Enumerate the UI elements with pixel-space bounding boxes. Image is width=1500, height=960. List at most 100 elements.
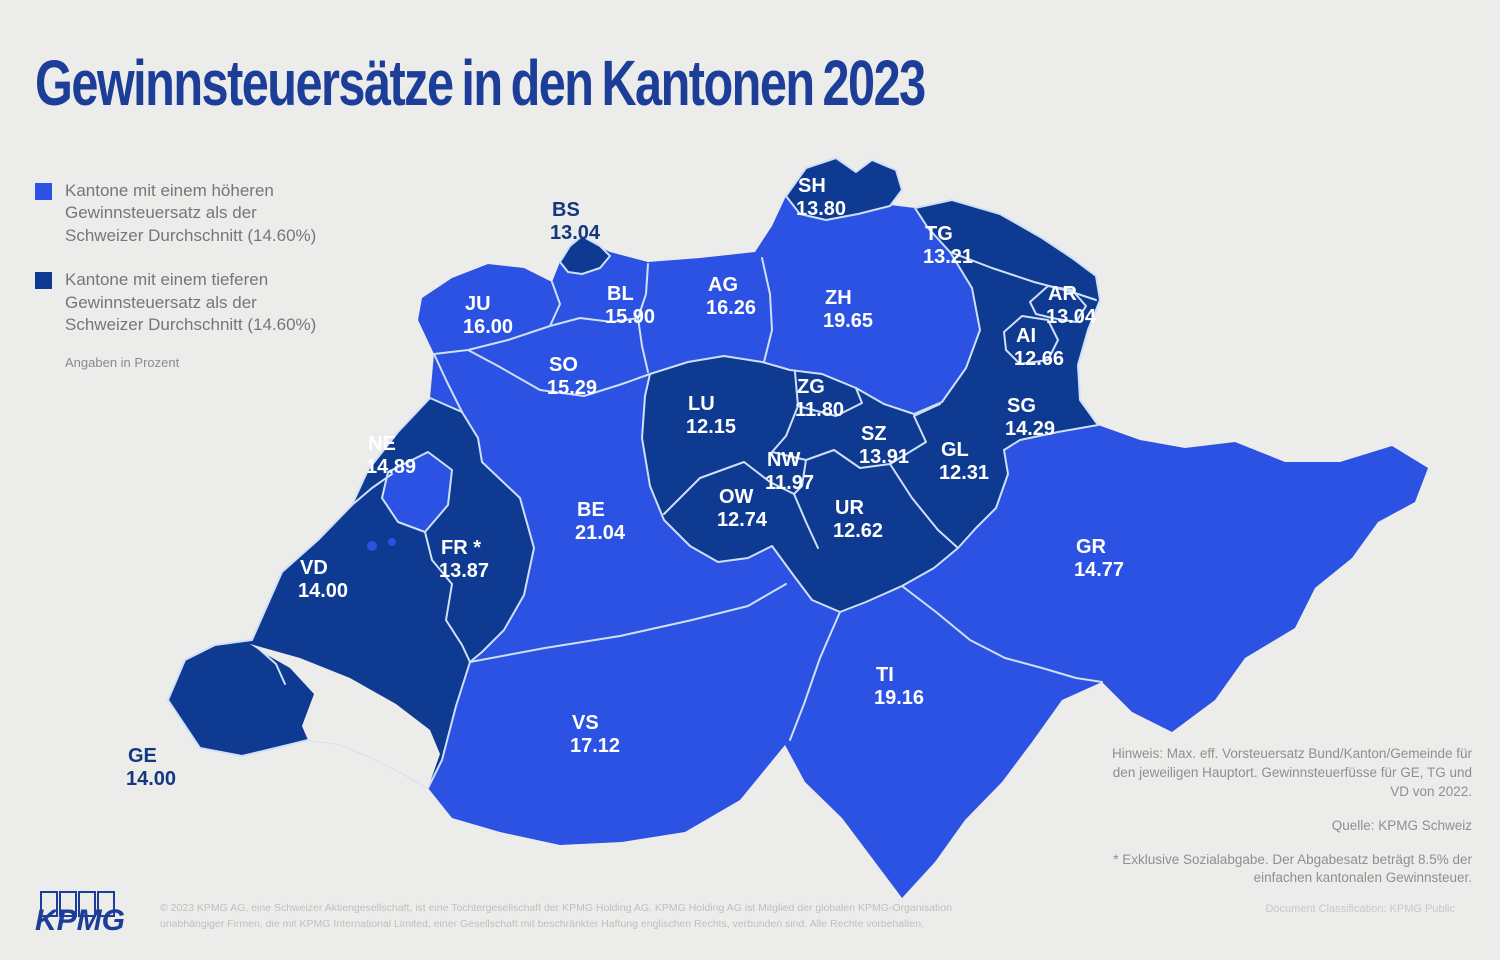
kpmg-logo-text: KPMG — [35, 904, 125, 937]
canton-value-label-ow: 12.74 — [717, 509, 768, 531]
border-lu-nw — [771, 405, 799, 453]
border-nw-ow — [743, 461, 795, 495]
canton-value-label-ti: 19.16 — [874, 687, 924, 709]
canton-code-label-ag: AG — [708, 274, 738, 296]
canton-value-label-sg: 14.29 — [1005, 418, 1055, 440]
lake-neuchatel-wedge — [381, 451, 453, 533]
border-ai-loop — [1003, 315, 1059, 365]
canton-code-label-bl: BL — [607, 283, 634, 305]
legend: Kantone mit einem höheren Gewinnsteuersa… — [35, 180, 335, 370]
canton-value-label-ju: 16.00 — [463, 316, 513, 338]
canton-value-label-sz: 13.91 — [859, 446, 909, 468]
canton-code-label-bs: BS — [552, 199, 580, 221]
canton-code-label-vs: VS — [572, 712, 599, 734]
region-central-northeast-dark-cluster — [641, 199, 1101, 613]
border-vd-fr — [424, 531, 471, 663]
kpmg-logo-box-3 — [78, 891, 96, 917]
border-ag-zh — [761, 257, 773, 363]
canton-code-label-ai: AI — [1016, 325, 1036, 347]
border-so-be — [467, 349, 651, 397]
canton-value-label-nw: 11.97 — [765, 472, 814, 494]
kpmg-logo: KPMG — [35, 891, 125, 937]
canton-value-label-zg: 11.80 — [795, 399, 844, 421]
kpmg-logo-box-1 — [40, 891, 58, 917]
canton-borders — [257, 251, 1103, 741]
border-ju-be — [433, 353, 463, 413]
canton-code-label-sh: SH — [798, 175, 826, 197]
canton-code-label-zg: ZG — [797, 376, 825, 398]
footer-classification: Document Classification: KPMG Public — [1265, 903, 1455, 915]
legend-swatch-lower — [35, 272, 52, 290]
legend-swatch-higher — [35, 183, 52, 200]
canton-value-label-bs: 13.04 — [550, 222, 601, 244]
canton-value-label-ur: 12.62 — [833, 520, 883, 542]
footer-copyright: © 2023 KPMG AG, eine Schweizer Aktienges… — [160, 902, 952, 930]
kpmg-logo-box-2 — [59, 891, 77, 917]
canton-value-label-bl: 15.90 — [605, 306, 655, 328]
border-bl-so — [549, 317, 639, 327]
canton-code-label-fr: FR * — [441, 537, 481, 559]
canton-value-label-vd: 14.00 — [298, 580, 348, 602]
canton-value-label-tg: 13.21 — [923, 246, 973, 268]
canton-code-label-ju: JU — [465, 293, 491, 315]
canton-value-label-fr: 13.87 — [439, 560, 489, 582]
kpmg-logo-box-4 — [97, 891, 115, 917]
border-nw-ur — [793, 459, 807, 495]
region-bs — [559, 235, 611, 275]
canton-code-label-so: SO — [549, 354, 578, 376]
canton-value-label-sh: 13.80 — [796, 198, 846, 220]
lake-geneva-overlay — [250, 644, 440, 788]
border-tg-sg — [949, 251, 1097, 301]
border-bl-ag — [637, 263, 649, 319]
border-gl-ur — [889, 463, 959, 549]
canton-value-label-gr: 14.77 — [1074, 559, 1124, 581]
border-so-ag — [637, 317, 649, 373]
border-zg-lu — [794, 371, 799, 407]
canton-code-label-ur: UR — [835, 497, 864, 519]
legend-item-lower: Kantone mit einem tieferen Gewinnsteuers… — [35, 269, 335, 336]
canton-value-label-ar: 13.04 — [1046, 306, 1097, 328]
canton-value-label-be: 21.04 — [575, 522, 626, 544]
border-ju-east — [549, 281, 561, 327]
legend-note: Angaben in Prozent — [65, 354, 180, 370]
canton-code-label-ne: NE — [368, 433, 396, 455]
footnotes: Hinweis: Max. eff. Vorsteuersatz Bund/Ka… — [1112, 745, 1472, 903]
border-vd-ge — [257, 647, 286, 685]
border-ti-gr — [901, 585, 1103, 683]
canton-code-label-vd: VD — [300, 557, 328, 579]
canton-code-label-sg: SG — [1007, 395, 1036, 417]
canton-code-label-ge: GE — [128, 745, 157, 767]
footnote-asterisk: * Exklusive Sozialabgabe. Der Abgabesatz… — [1113, 851, 1472, 886]
canton-code-label-be: BE — [577, 499, 605, 521]
canton-code-label-gl: GL — [941, 439, 969, 461]
canton-value-label-lu: 12.15 — [686, 416, 736, 438]
canton-code-label-zh: ZH — [825, 287, 852, 309]
canton-code-label-ar: AR — [1048, 283, 1077, 305]
canton-value-label-zh: 19.65 — [823, 310, 873, 332]
canton-value-label-ge: 14.00 — [126, 768, 176, 790]
canton-value-label-vs: 17.12 — [570, 735, 620, 757]
canton-value-label-ag: 16.26 — [706, 297, 756, 319]
canton-code-label-sz: SZ — [861, 423, 887, 445]
border-be-vs — [469, 583, 787, 663]
lake-islet-1 — [367, 541, 377, 551]
canton-value-label-ne: 14.89 — [366, 456, 416, 478]
border-ju-south — [433, 325, 551, 355]
border-gl-sz — [889, 415, 927, 465]
canton-value-label-gl: 12.31 — [939, 462, 989, 484]
canton-code-label-lu: LU — [688, 393, 715, 415]
canton-value-label-ai: 12.66 — [1014, 348, 1064, 370]
canton-code-label-nw: NW — [767, 449, 800, 471]
border-sz-ur — [833, 449, 891, 469]
border-ow-ur — [793, 493, 819, 549]
border-vs-ti — [789, 611, 841, 741]
canton-code-label-gr: GR — [1076, 536, 1107, 558]
lake-islet-2 — [388, 538, 396, 546]
canton-code-label-ow: OW — [719, 486, 754, 508]
footnote-hinweis: Hinweis: Max. eff. Vorsteuersatz Bund/Ka… — [1112, 746, 1472, 799]
page-title: Gewinnsteuersätze in den Kantonen 2023 — [35, 47, 926, 119]
border-gl-top — [913, 403, 941, 417]
legend-label-higher: Kantone mit einem höheren Gewinnsteuersa… — [65, 181, 317, 245]
